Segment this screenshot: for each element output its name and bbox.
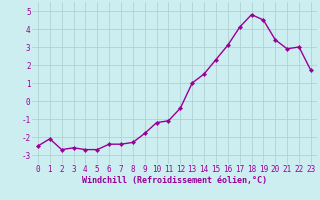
X-axis label: Windchill (Refroidissement éolien,°C): Windchill (Refroidissement éolien,°C) (82, 176, 267, 185)
